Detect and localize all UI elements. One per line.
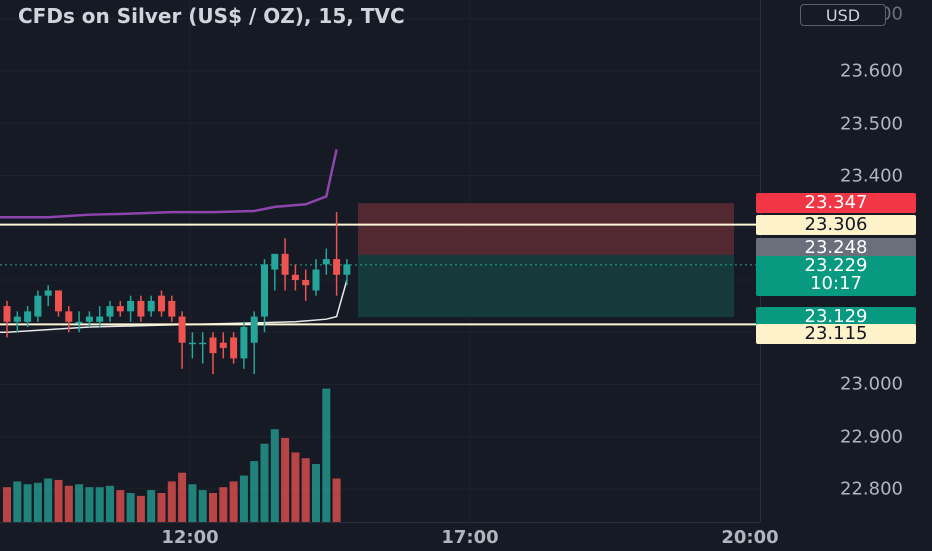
current-price-value: 23.229 bbox=[804, 255, 868, 276]
candle-body bbox=[3, 306, 11, 322]
volume-bar bbox=[75, 484, 84, 522]
volume-bar bbox=[54, 479, 63, 522]
price-tick: 23.400 bbox=[840, 165, 903, 187]
candle-body bbox=[240, 327, 248, 359]
candle-body bbox=[271, 253, 279, 270]
price-tick: 22.900 bbox=[840, 426, 903, 448]
symbol-title[interactable]: CFDs on Silver (US$ / OZ), 15, TVC bbox=[18, 4, 405, 28]
candle-body bbox=[199, 342, 207, 345]
candle-body bbox=[75, 321, 83, 324]
candle-body bbox=[209, 337, 217, 354]
time-tick: 12:00 bbox=[161, 527, 219, 548]
volume-bar bbox=[44, 478, 53, 522]
entry-price-tag: 23.248 bbox=[756, 238, 916, 258]
volume-bar bbox=[178, 472, 187, 522]
volume-bar bbox=[198, 490, 207, 522]
candle-body bbox=[127, 300, 135, 312]
volume-bar bbox=[270, 429, 279, 522]
candle-body bbox=[178, 316, 186, 343]
candle-body bbox=[312, 269, 320, 291]
volume-bar bbox=[291, 452, 300, 522]
candle-body bbox=[85, 316, 93, 322]
volume-bar bbox=[95, 487, 104, 522]
candle-body bbox=[137, 300, 145, 317]
candle-body bbox=[343, 264, 351, 275]
candle-body bbox=[24, 311, 32, 322]
volume-bar bbox=[85, 487, 94, 522]
stop-loss-zone bbox=[358, 203, 734, 255]
volume-bar bbox=[136, 495, 145, 522]
volume-bar bbox=[33, 482, 42, 522]
bar-countdown: 10:17 bbox=[810, 273, 862, 294]
volume-bar bbox=[301, 458, 310, 522]
price-tick: 23.000 bbox=[840, 373, 903, 395]
candle-body bbox=[250, 316, 258, 343]
chart-area[interactable]: CFDs on Silver (US$ / OZ), 15, TVC bbox=[0, 0, 760, 522]
candle-body bbox=[291, 274, 299, 280]
candle-body bbox=[106, 306, 114, 317]
candle-body bbox=[230, 337, 238, 359]
volume-bar bbox=[260, 443, 269, 522]
volume-bar bbox=[322, 388, 331, 522]
volume-bar bbox=[188, 484, 197, 522]
volume-bar bbox=[239, 475, 248, 522]
volume-bar bbox=[126, 493, 135, 522]
candle-body bbox=[281, 253, 289, 275]
volume-bar bbox=[147, 490, 156, 522]
volume-bar bbox=[209, 493, 217, 522]
candle-body bbox=[13, 316, 21, 322]
candle-body bbox=[333, 259, 341, 275]
candle-body bbox=[96, 316, 104, 322]
volume-bar bbox=[219, 487, 228, 522]
time-tick: 17:00 bbox=[441, 527, 499, 548]
currency-button[interactable]: USD bbox=[800, 4, 886, 26]
volume-bar bbox=[281, 437, 290, 522]
candle-body bbox=[65, 311, 73, 322]
candle-body bbox=[188, 342, 196, 345]
volume-bar bbox=[13, 481, 22, 522]
resistance-price-tag: 23.306 bbox=[756, 215, 916, 235]
volume-bar bbox=[157, 493, 166, 522]
time-axis[interactable]: 12:00 17:00 20:00 bbox=[0, 522, 779, 551]
candle-body bbox=[44, 290, 52, 296]
candle-body bbox=[168, 300, 176, 317]
candle-body bbox=[116, 306, 124, 312]
volume-bar bbox=[312, 464, 320, 522]
volume-bar bbox=[3, 487, 11, 522]
volume-bar bbox=[167, 481, 176, 522]
candle-body bbox=[55, 290, 62, 312]
take-profit-zone bbox=[358, 254, 734, 318]
time-tick-partial: 20:00 bbox=[721, 527, 779, 548]
candle-body bbox=[147, 300, 155, 312]
candle-body bbox=[302, 280, 310, 286]
candle-body bbox=[261, 264, 268, 317]
chart-canvas[interactable] bbox=[0, 0, 760, 522]
support-price-tag: 23.115 bbox=[756, 324, 916, 344]
price-tick: 23.500 bbox=[840, 113, 903, 135]
price-tick: 23.600 bbox=[840, 60, 903, 82]
volume-bar bbox=[332, 478, 341, 522]
candle-body bbox=[219, 342, 227, 348]
volume-bar bbox=[250, 461, 259, 522]
volume-bar bbox=[106, 485, 114, 522]
candle-body bbox=[158, 295, 165, 312]
price-tick: 22.800 bbox=[840, 478, 903, 500]
current-price-tag: 23.229 10:17 bbox=[756, 256, 916, 296]
moving-average-purple bbox=[0, 149, 338, 219]
volume-bar bbox=[64, 485, 73, 522]
target-price-tag: 23.129 bbox=[756, 307, 916, 327]
stop-loss-price-tag: 23.347 bbox=[756, 193, 916, 213]
volume-bar bbox=[116, 490, 125, 522]
volume-bar bbox=[229, 481, 238, 522]
candle-body bbox=[322, 259, 330, 265]
volume-bar bbox=[23, 484, 32, 522]
candle-body bbox=[34, 295, 42, 317]
